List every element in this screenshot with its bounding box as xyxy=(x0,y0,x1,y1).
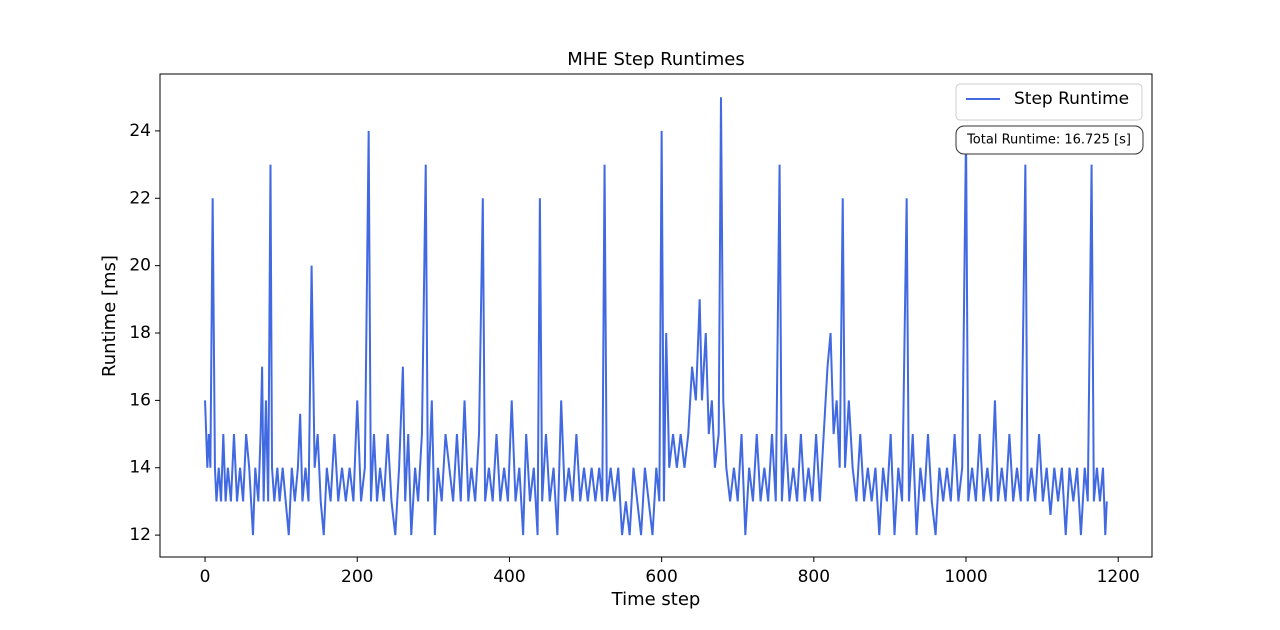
x-tick-label: 800 xyxy=(798,567,830,587)
x-tick-label: 1000 xyxy=(944,567,987,587)
legend-label: Step Runtime xyxy=(1014,89,1129,109)
y-tick-label: 18 xyxy=(129,323,151,343)
x-tick-label: 400 xyxy=(493,567,525,587)
y-tick-label: 20 xyxy=(129,256,151,276)
plot-frame xyxy=(159,73,1153,558)
y-tick-label: 22 xyxy=(129,188,151,208)
annotation-box xyxy=(955,125,1144,155)
y-tick-label: 24 xyxy=(129,121,151,141)
x-tick-label: 600 xyxy=(645,567,677,587)
x-tick-label: 200 xyxy=(341,567,373,587)
legend-box xyxy=(955,83,1143,121)
x-axis-label: Time step xyxy=(611,589,701,610)
y-tick-label: 12 xyxy=(129,525,151,545)
y-tick-label: 16 xyxy=(129,390,151,410)
x-tick-label: 0 xyxy=(200,567,211,587)
x-tick-label: 1200 xyxy=(1097,567,1140,587)
annotation: Total Runtime: 16.725 [s] xyxy=(966,133,1131,148)
y-tick-label: 14 xyxy=(129,458,151,478)
chart-title: MHE Step Runtimes xyxy=(567,49,744,70)
data-line xyxy=(204,97,1108,536)
y-axis-label: Runtime [ms] xyxy=(99,255,120,377)
